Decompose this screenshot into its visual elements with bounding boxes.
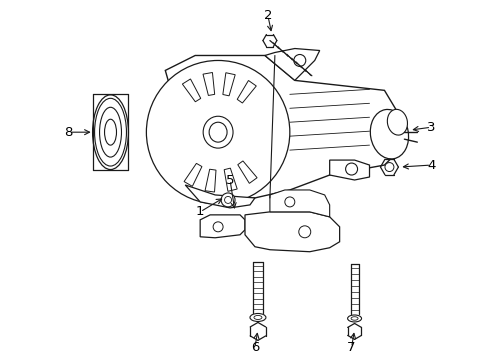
Ellipse shape: [209, 122, 226, 142]
Ellipse shape: [92, 95, 128, 170]
Ellipse shape: [249, 314, 265, 321]
Circle shape: [146, 60, 289, 204]
Circle shape: [285, 197, 294, 207]
Text: 7: 7: [346, 341, 355, 354]
Polygon shape: [223, 73, 235, 96]
Polygon shape: [200, 215, 244, 238]
Polygon shape: [237, 161, 257, 183]
Polygon shape: [203, 72, 214, 95]
Ellipse shape: [347, 315, 361, 322]
Text: 3: 3: [426, 121, 435, 134]
Circle shape: [213, 222, 223, 232]
Polygon shape: [237, 81, 256, 103]
Ellipse shape: [386, 109, 407, 135]
Ellipse shape: [104, 119, 116, 145]
Polygon shape: [269, 190, 329, 217]
Polygon shape: [165, 55, 399, 198]
Text: 4: 4: [426, 158, 435, 172]
Ellipse shape: [100, 107, 121, 157]
Polygon shape: [224, 168, 237, 191]
Text: 1: 1: [196, 205, 204, 219]
Polygon shape: [183, 163, 202, 186]
Ellipse shape: [203, 116, 233, 148]
Text: 5: 5: [225, 174, 234, 186]
Ellipse shape: [94, 98, 126, 166]
Polygon shape: [185, 185, 254, 208]
Polygon shape: [204, 169, 216, 192]
Ellipse shape: [369, 109, 408, 159]
Circle shape: [293, 54, 305, 67]
Circle shape: [221, 193, 235, 207]
Ellipse shape: [350, 317, 357, 320]
Circle shape: [298, 226, 310, 238]
Polygon shape: [244, 212, 339, 252]
Circle shape: [384, 163, 393, 171]
Polygon shape: [329, 160, 369, 180]
Text: 6: 6: [250, 341, 259, 354]
Text: 2: 2: [263, 9, 272, 22]
Polygon shape: [182, 79, 201, 102]
Polygon shape: [264, 49, 319, 80]
Text: 8: 8: [64, 126, 73, 139]
Circle shape: [224, 197, 231, 203]
Ellipse shape: [253, 315, 262, 319]
Circle shape: [345, 163, 357, 175]
